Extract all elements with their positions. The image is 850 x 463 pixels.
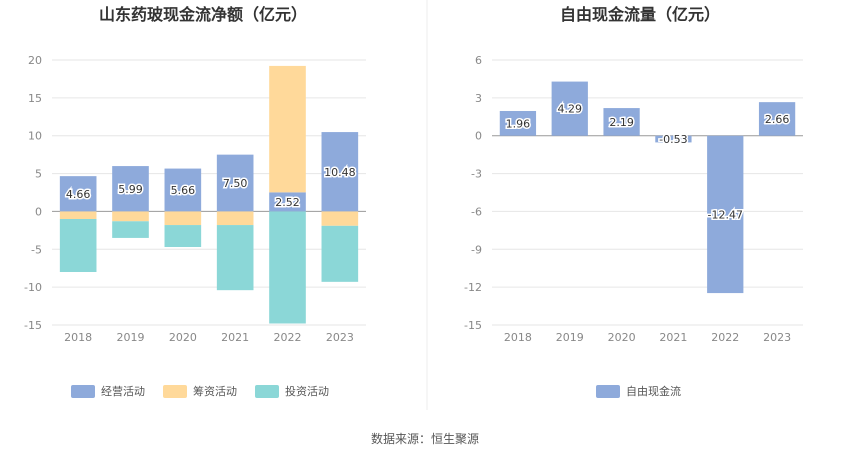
y-tick-label: -15: [24, 319, 42, 332]
y-tick-label: -9: [471, 243, 482, 256]
x-tick-label: 2019: [117, 331, 145, 344]
x-tick-label: 2022: [711, 331, 739, 344]
bar-经营活动-2022: [269, 192, 306, 212]
bar-自由现金流-2018: [499, 110, 537, 136]
bar-投资活动-2018: [59, 219, 97, 272]
y-tick-label: -10: [24, 281, 42, 294]
bar-筹资活动-2022: [269, 65, 306, 193]
legend-label: 筹资活动: [193, 384, 237, 398]
bar-投资活动-2022: [269, 211, 306, 324]
x-tick-label: 2020: [608, 331, 636, 344]
bar-经营活动-2023: [321, 132, 359, 212]
y-tick-label: 20: [28, 54, 42, 67]
x-tick-label: 2018: [504, 331, 532, 344]
data-label: 7.50: [223, 177, 248, 190]
bar-筹资活动-2018: [59, 211, 97, 219]
data-label: 10.48: [324, 166, 356, 179]
y-tick-label: -5: [31, 243, 42, 256]
bar-自由现金流-2021: [655, 135, 692, 143]
legend-swatch: [255, 385, 279, 398]
bar-经营活动-2020: [164, 168, 202, 212]
legend-swatch: [71, 385, 95, 398]
y-tick-label: 10: [28, 130, 42, 143]
legend-label: 经营活动: [101, 384, 145, 398]
data-label: 1.96: [506, 117, 531, 130]
bar-投资活动-2019: [112, 221, 149, 238]
data-label: 4.66: [66, 188, 91, 201]
x-tick-label: 2021: [659, 331, 687, 344]
chart-1-plot: 20 15 10 5 0 -5 -10 -15 2018 2019 2020 2021 2022 2023…: [24, 54, 366, 398]
x-tick-label: 2022: [274, 331, 302, 344]
bar-投资活动-2023: [321, 225, 359, 282]
bar-自由现金流-2020: [603, 108, 640, 136]
data-label: 5.66: [171, 184, 196, 197]
x-tick-label: 2023: [763, 331, 791, 344]
y-tick-label: 0: [475, 130, 482, 143]
data-label: 5.99: [118, 183, 143, 196]
bar-经营活动-2021: [216, 154, 254, 212]
data-source: 数据来源：恒生聚源: [371, 431, 479, 446]
x-tick-label: 2021: [221, 331, 249, 344]
x-tick-label: 2020: [169, 331, 197, 344]
bar-筹资活动-2020: [164, 211, 202, 226]
bar-自由现金流-2019: [551, 81, 588, 136]
bar-筹资活动-2019: [112, 211, 149, 222]
y-tick-label: 5: [35, 168, 42, 181]
chart-2-title: 自由现金流量（亿元）: [560, 5, 720, 24]
data-label: 2.66: [765, 113, 790, 126]
y-tick-label: -12: [464, 281, 482, 294]
y-tick-label: 15: [28, 92, 42, 105]
legend-swatch: [596, 385, 620, 398]
data-label: 4.29: [558, 103, 583, 116]
chart-2-plot: 6 3 0 -3 -6 -9 -12 -15 2018 2019 2020 2021 2022 2023 1…: [464, 54, 803, 398]
data-label: -12.47: [708, 208, 743, 221]
legend-label: 投资活动: [285, 384, 329, 398]
bar-经营活动-2019: [112, 166, 149, 212]
bar-投资活动-2021: [216, 225, 254, 291]
x-tick-label: 2019: [556, 331, 584, 344]
y-tick-label: 6: [475, 54, 482, 67]
y-tick-label: -15: [464, 319, 482, 332]
chart-1-title: 山东药玻现金流净额（亿元）: [99, 5, 307, 24]
legend-label: 自由现金流: [626, 384, 681, 398]
legend-swatch: [163, 385, 187, 398]
bar-筹资活动-2021: [216, 211, 254, 226]
bar-自由现金流-2022: [707, 135, 744, 294]
x-tick-label: 2018: [64, 331, 92, 344]
data-label: -0.53: [659, 133, 687, 146]
y-tick-label: -3: [471, 168, 482, 181]
bar-投资活动-2020: [164, 225, 202, 248]
bar-自由现金流-2023: [758, 102, 796, 136]
bar-经营活动-2018: [59, 176, 97, 212]
y-tick-label: 0: [35, 205, 42, 218]
bar-筹资活动-2023: [321, 211, 359, 226]
data-label: 2.19: [609, 116, 634, 129]
x-tick-label: 2023: [326, 331, 354, 344]
y-tick-label: 3: [475, 92, 482, 105]
y-tick-label: -6: [471, 205, 482, 218]
data-label: 2.52: [275, 196, 300, 209]
